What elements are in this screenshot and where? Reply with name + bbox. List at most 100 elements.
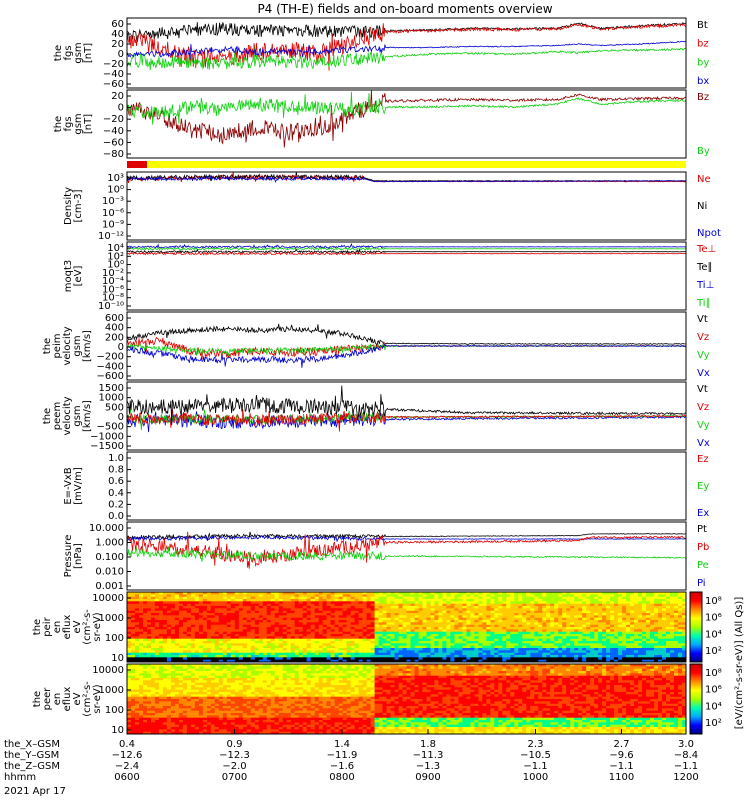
- spectrogram-cell: [230, 650, 236, 654]
- spectrogram-cell: [542, 594, 547, 598]
- spectrogram-cell: [166, 692, 172, 695]
- spectrogram-cell: [178, 687, 184, 691]
- spectrogram-cell: [622, 645, 627, 649]
- spectrogram-cell: [562, 648, 567, 651]
- spectrogram-cell: [214, 650, 220, 654]
- spectrogram-cell: [151, 610, 156, 614]
- spectrogram-cell: [174, 655, 180, 658]
- spectrogram-cell: [610, 613, 615, 616]
- spectrogram-cell: [502, 645, 507, 649]
- spectrogram-cell: [562, 643, 567, 647]
- spectrogram-cell: [466, 601, 471, 605]
- spectrogram-cell: [426, 645, 432, 649]
- spectrogram-cell: [182, 634, 188, 637]
- spectrogram-cell: [522, 596, 527, 600]
- spectrogram-cell: [646, 592, 651, 595]
- spectrogram-cell: [143, 606, 148, 609]
- spectrogram-cell: [398, 596, 404, 600]
- spectrogram-cell: [538, 655, 543, 658]
- spectrogram-cell: [390, 634, 396, 637]
- spectrogram-cell: [606, 634, 611, 637]
- spectrogram-cell: [638, 636, 643, 640]
- spectrogram-cell: [574, 624, 579, 628]
- spectrogram-cell: [530, 603, 535, 607]
- spectrogram-cell: [402, 606, 408, 609]
- spectrogram-cell: [346, 610, 352, 614]
- spectrogram-cell: [526, 629, 531, 633]
- spectrogram-cell: [410, 643, 416, 647]
- spectrogram-cell: [470, 634, 475, 637]
- spectrogram-cell: [438, 620, 443, 623]
- spectrogram-cell: [630, 622, 635, 626]
- spectrogram-cell: [542, 655, 547, 658]
- spectrogram-cell: [418, 596, 424, 600]
- spectrogram-cell: [478, 608, 483, 612]
- spectrogram-cell: [222, 641, 228, 644]
- spectrogram-cell: [530, 659, 535, 662]
- spectrogram-cell: [458, 596, 463, 600]
- spectrogram-cell: [558, 652, 563, 656]
- spectrogram-cell: [646, 620, 651, 623]
- spectrogram-cell: [574, 652, 579, 656]
- spectrogram-cell: [310, 645, 316, 649]
- spectrogram-cell: [362, 599, 368, 602]
- spectrogram-cell: [262, 641, 268, 644]
- spectrogram-cell: [274, 643, 280, 647]
- spectrogram-cell: [606, 629, 611, 633]
- spectrogram-cell: [274, 599, 280, 602]
- spectrogram-cell: [222, 643, 228, 647]
- spectrogram-cell: [147, 671, 152, 674]
- spectrogram-cell: [266, 643, 272, 647]
- spectrogram-cell: [454, 643, 459, 647]
- spectrogram-cell: [234, 601, 240, 605]
- spectrogram-cell: [534, 617, 539, 621]
- spectrogram-cell: [322, 615, 328, 619]
- spectrogram-cell: [638, 620, 643, 623]
- spectrogram-cell: [127, 610, 132, 614]
- spectrogram-cell: [374, 613, 380, 616]
- spectrogram-cell: [614, 610, 619, 614]
- spectrogram-cell: [214, 652, 220, 656]
- spectrogram-cell: [474, 659, 479, 662]
- spectrogram-cell: [482, 592, 487, 595]
- spectrogram-cell: [198, 601, 204, 605]
- spectrogram-cell: [418, 643, 424, 647]
- spectrogram-cell: [602, 648, 607, 651]
- y-tick-label: 20: [111, 39, 124, 50]
- spectrogram-cell: [522, 608, 527, 612]
- spectrogram-cell: [302, 638, 308, 642]
- spectrogram-cell: [586, 599, 591, 602]
- spectrogram-cell: [570, 610, 575, 614]
- y-axis-label: the peem velocity gsm [km/s]: [42, 396, 93, 435]
- spectrogram-cell: [662, 636, 667, 640]
- spectrogram-cell: [174, 720, 180, 723]
- spectrogram-cell: [330, 641, 336, 644]
- spectrogram-cell: [182, 689, 188, 693]
- spectrogram-cell: [302, 643, 308, 647]
- spectrogram-cell: [638, 648, 643, 651]
- spectrogram-cell: [139, 592, 144, 595]
- spectrogram-cell: [298, 636, 304, 640]
- spectrogram-cell: [546, 627, 551, 630]
- spectrogram-cell: [526, 594, 531, 598]
- spectrogram-cell: [127, 701, 132, 705]
- spectrogram-cell: [198, 641, 204, 644]
- spectrogram-cell: [378, 627, 384, 630]
- spectrogram-cell: [594, 613, 599, 616]
- spectrogram-cell: [139, 671, 144, 674]
- spectrogram-cell: [634, 648, 639, 651]
- spectrogram-cell: [306, 641, 312, 644]
- spectrogram-cell: [418, 655, 424, 658]
- spectrogram-cell: [214, 655, 220, 658]
- spectrogram-cell: [598, 655, 603, 658]
- spectrogram-cell: [454, 655, 459, 658]
- spectrogram-cell: [514, 631, 519, 635]
- spectrogram-cell: [154, 713, 160, 716]
- spectrogram-cell: [666, 596, 671, 600]
- spectrogram-cell: [362, 659, 368, 662]
- spectrogram-cell: [151, 671, 156, 674]
- spectrogram-cell: [522, 643, 527, 647]
- spectrogram-cell: [147, 664, 152, 667]
- spectrogram-cell: [642, 617, 647, 621]
- spectrogram-cell: [382, 641, 388, 644]
